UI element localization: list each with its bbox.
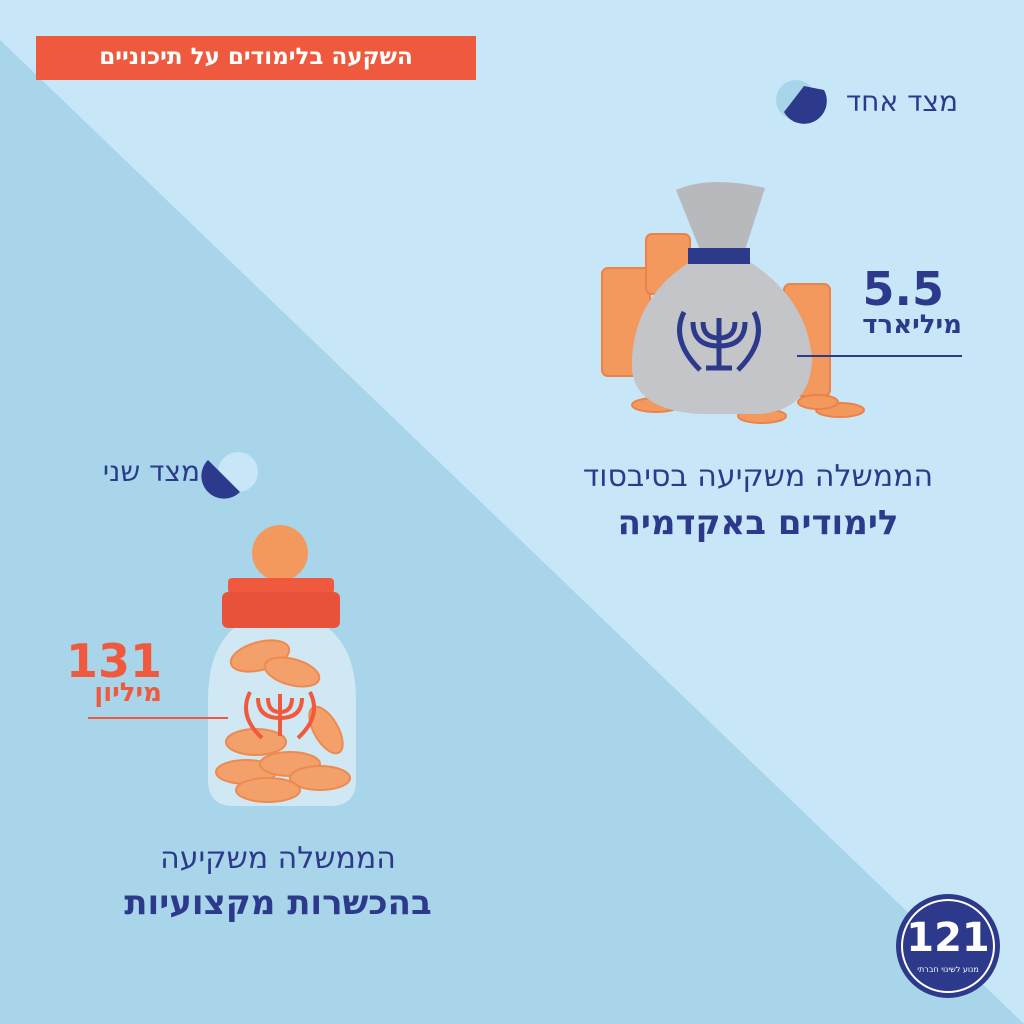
- logo-text: 121: [906, 915, 990, 961]
- caption-bold: לימודים באקדמיה: [617, 503, 899, 543]
- side-two-icon: [201, 452, 258, 499]
- amount: 5.5: [862, 262, 945, 316]
- header-title: השקעה בלימודים על תיכוניים: [99, 44, 413, 70]
- header-box: [36, 36, 476, 80]
- caption: הממשלה משקיעה: [160, 841, 396, 876]
- amount: 131: [65, 634, 162, 688]
- caption: הממשלה משקיעה בסיבסוד: [582, 459, 934, 494]
- logo: [896, 894, 1000, 998]
- amount-unit: מיליון: [94, 678, 162, 708]
- side-label: מצד שני: [102, 455, 200, 488]
- side-label: מצד אחד: [845, 85, 958, 118]
- amount-unit: מיליארד: [862, 310, 962, 340]
- money-bag: [601, 181, 865, 424]
- coin-jar: [208, 525, 356, 806]
- side-one-icon: [776, 80, 827, 124]
- logo-tagline: מנוע לשינוי חברתי: [917, 965, 979, 974]
- caption-bold: בהכשרות מקצועיות: [124, 883, 432, 923]
